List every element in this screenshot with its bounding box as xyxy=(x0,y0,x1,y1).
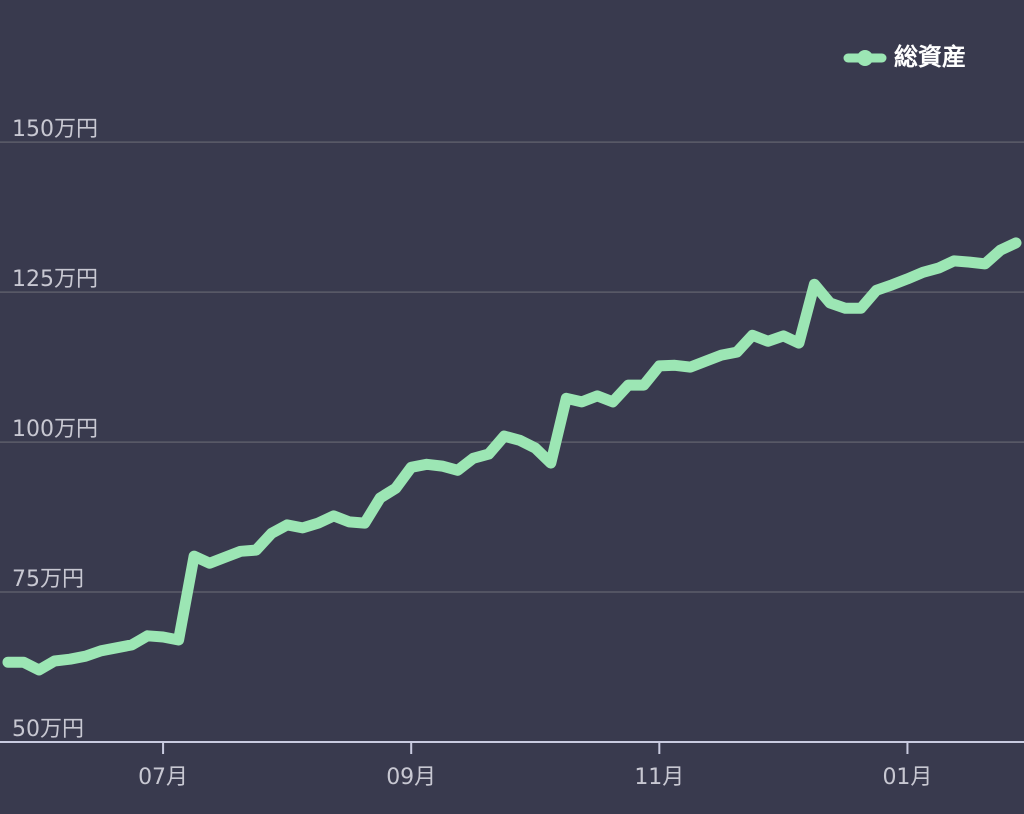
y-tick-label: 75万円 xyxy=(12,567,84,592)
x-tick-label: 07月 xyxy=(138,765,188,790)
x-tick-label: 01月 xyxy=(882,765,932,790)
series-line xyxy=(2,237,1022,676)
y-tick-label: 125万円 xyxy=(12,267,98,292)
legend-marker xyxy=(857,50,873,66)
legend-label: 総資産 xyxy=(894,43,966,71)
x-tick-label: 09月 xyxy=(386,765,436,790)
y-tick-label: 150万円 xyxy=(12,117,98,142)
x-tick-label: 11月 xyxy=(634,765,684,790)
y-tick-label: 50万円 xyxy=(12,717,84,742)
y-tick-label: 100万円 xyxy=(12,417,98,442)
